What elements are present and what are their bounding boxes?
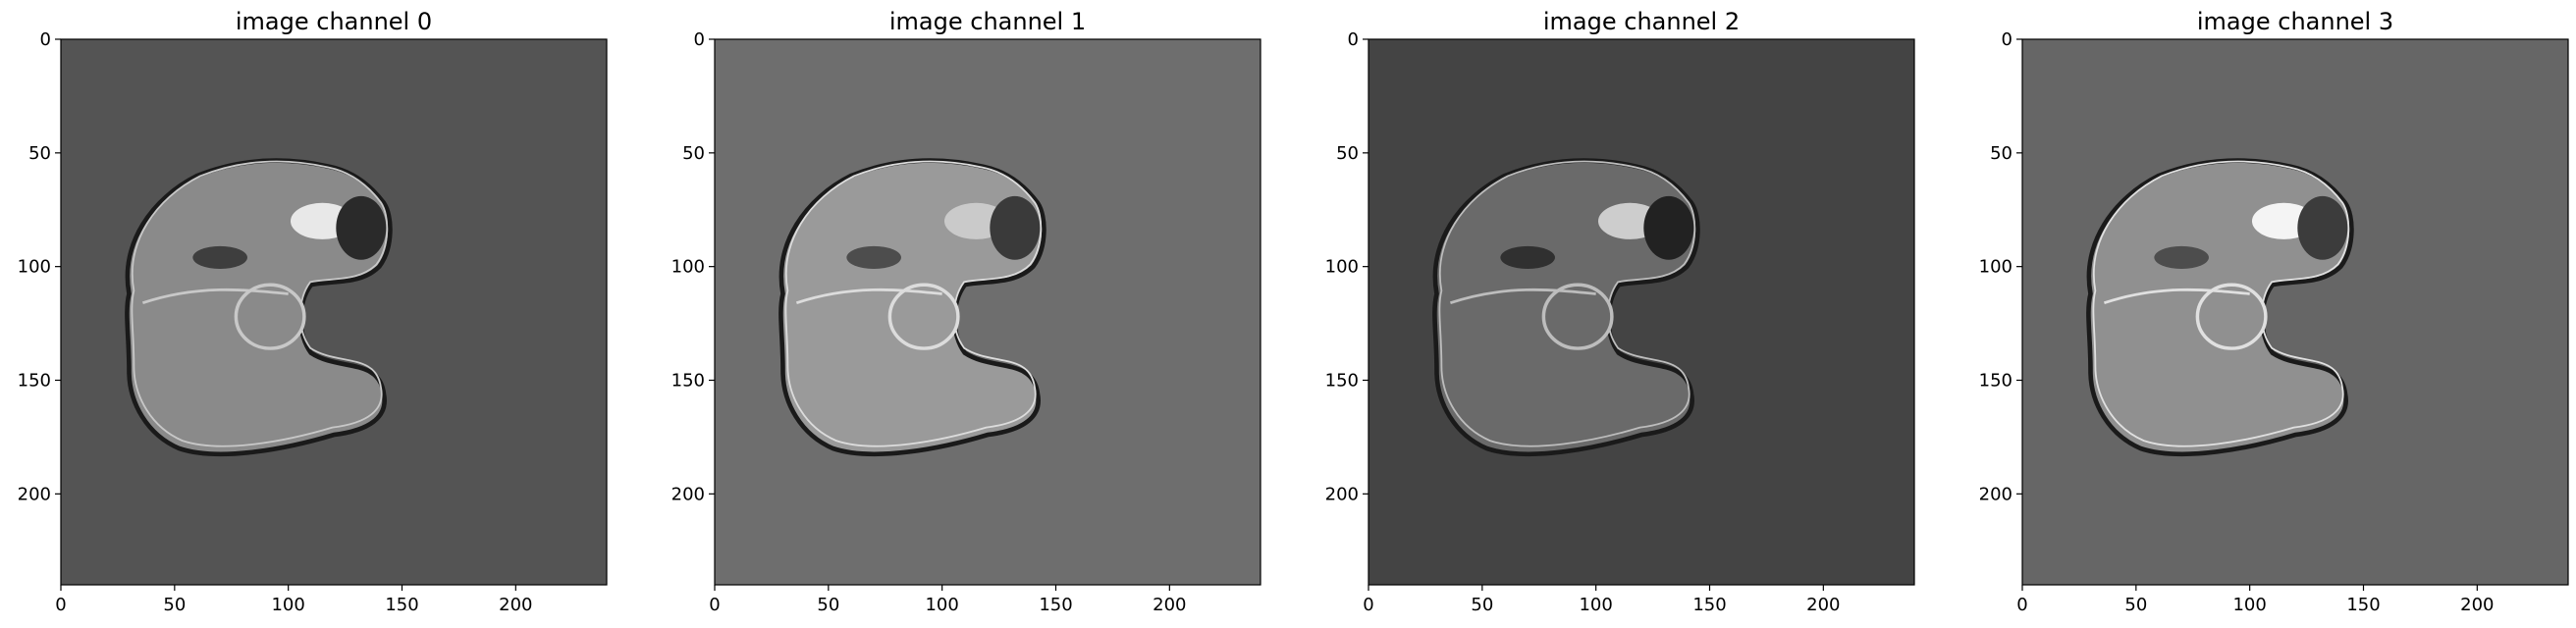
y-tick-label: 0	[1348, 29, 1359, 50]
subplot-channel-1: image channel 1 0 50 100 150 200 0 50 100 150 200	[654, 0, 1282, 628]
y-tick-label: 200	[1325, 484, 1359, 504]
x-tick-label: 0	[1363, 595, 1373, 615]
y-tick-label: 50	[28, 143, 51, 164]
x-tick-label: 150	[2346, 595, 2380, 615]
ventricle	[846, 245, 901, 269]
y-tick-label: 50	[1336, 143, 1359, 164]
y-tick-label: 0	[2002, 29, 2012, 50]
chart-svg-2: image channel 2 0 50 100 150 200 0 50 100 150 200	[1325, 8, 1915, 615]
dark-lesion	[2297, 195, 2348, 260]
x-tick-label: 50	[1471, 595, 1493, 615]
brainstem-region	[234, 283, 306, 350]
brain-slice-image	[778, 158, 1046, 457]
x-tick-label: 150	[385, 595, 418, 615]
y-tick-label: 100	[1979, 257, 2012, 278]
x-tick-label: 0	[2016, 595, 2027, 615]
dark-lesion	[990, 195, 1041, 260]
chart-title: image channel 0	[236, 8, 432, 35]
y-tick-label: 150	[18, 371, 51, 392]
y-tick-label: 100	[1325, 257, 1359, 278]
y-tick-label: 150	[1325, 371, 1359, 392]
x-tick-label: 200	[499, 595, 532, 615]
x-tick-label: 0	[709, 595, 720, 615]
y-tick-label: 100	[18, 257, 51, 278]
x-tick-label: 100	[271, 595, 304, 615]
axes-frame	[2021, 38, 2569, 586]
brainstem-region	[887, 283, 960, 350]
dark-lesion	[1643, 195, 1694, 260]
x-tick-label: 200	[1806, 595, 1840, 615]
brain-slice-image	[1432, 158, 1700, 457]
x-tick-label: 100	[925, 595, 958, 615]
y-tick-label: 200	[1979, 484, 2012, 504]
chart-svg-0: image channel 0 0 50 100 150 200 0 50 100 150 200	[18, 8, 608, 615]
subplot-channel-3: image channel 3 0 50 100 150 200 0 50 100 150 200	[1961, 0, 2576, 628]
axes-frame	[1368, 38, 1915, 586]
x-tick-label: 200	[1153, 595, 1186, 615]
fissure-line	[1449, 288, 1596, 305]
x-tick-label: 200	[2460, 595, 2494, 615]
chart-title: image channel 1	[889, 8, 1086, 35]
x-tick-label: 50	[2124, 595, 2147, 615]
x-tick-label: 100	[2232, 595, 2266, 615]
ventricle	[2154, 245, 2209, 269]
y-tick-label: 200	[18, 484, 51, 504]
brainstem-region	[2195, 283, 2268, 350]
ventricle	[192, 245, 247, 269]
chart-title: image channel 3	[2197, 8, 2393, 35]
chart-svg-3: image channel 3 0 50 100 150 200 0 50 100 150 200	[1979, 8, 2569, 615]
chart-svg-1: image channel 1 0 50 100 150 200 0 50 100 150 200	[671, 8, 1261, 615]
fissure-line	[2103, 288, 2250, 305]
y-tick-label: 200	[671, 484, 705, 504]
brain-slice-image	[2086, 158, 2354, 457]
brainstem-region	[1541, 283, 1614, 350]
subplot-channel-2: image channel 2 0 50 100 150 200 0 50 100 150 200	[1308, 0, 1936, 628]
subplot-channel-0: image channel 0 0 50 100 150 200 0 50 100 150 200	[0, 0, 628, 628]
x-tick-label: 0	[55, 595, 66, 615]
x-tick-label: 100	[1579, 595, 1612, 615]
dark-lesion	[336, 195, 387, 260]
fissure-line	[141, 288, 289, 305]
y-tick-label: 150	[1979, 371, 2012, 392]
y-tick-label: 50	[682, 143, 705, 164]
y-tick-label: 100	[671, 257, 705, 278]
x-tick-label: 150	[1692, 595, 1726, 615]
chart-title: image channel 2	[1543, 8, 1740, 35]
x-tick-label: 50	[817, 595, 839, 615]
brain-slice-image	[125, 158, 393, 457]
x-tick-label: 50	[163, 595, 186, 615]
axes-frame	[60, 38, 608, 586]
fissure-line	[795, 288, 942, 305]
y-tick-label: 150	[671, 371, 705, 392]
ventricle	[1500, 245, 1555, 269]
axes-frame	[714, 38, 1261, 586]
y-tick-label: 0	[40, 29, 51, 50]
y-tick-label: 50	[1990, 143, 2012, 164]
x-tick-label: 150	[1039, 595, 1072, 615]
y-tick-label: 0	[694, 29, 705, 50]
